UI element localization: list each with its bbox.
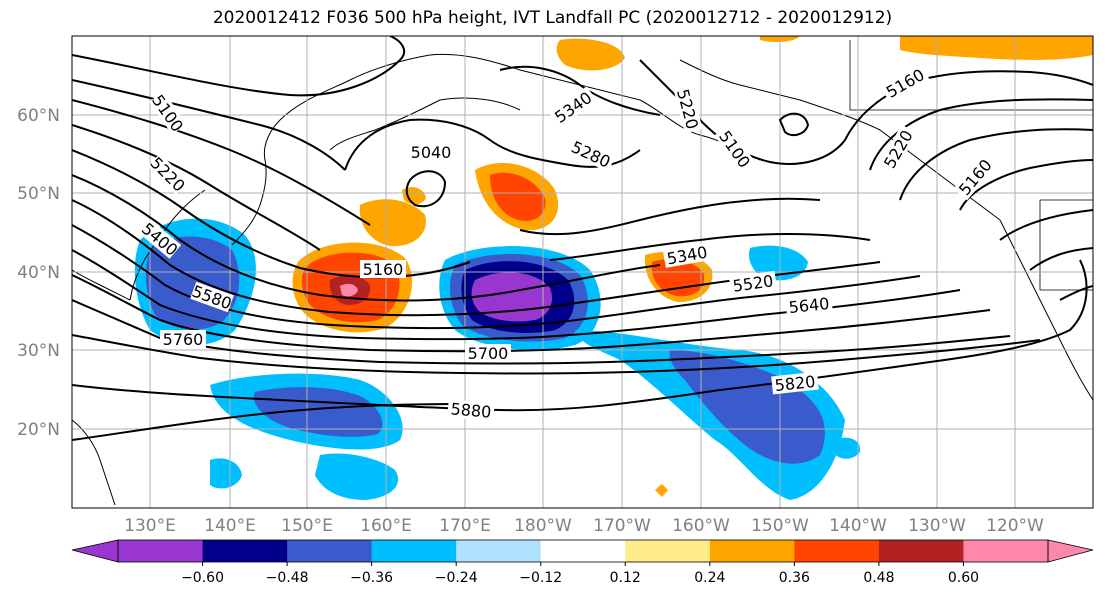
contour-label: 5640 [788, 294, 830, 317]
longitude-labels: 130°E 140°E 150°E 160°E 170°E 180°W 170°… [124, 516, 1044, 536]
colorbar-segment [878, 540, 964, 562]
colorbar-tick-label: 0.24 [694, 570, 725, 586]
colorbar-high-extend [1047, 539, 1094, 563]
colorbar-tick-label: −0.12 [519, 570, 562, 586]
contour-label: 5160 [363, 260, 404, 279]
lon-label: 130°W [908, 516, 966, 536]
colorbar-segment [202, 540, 288, 562]
contour-label: 5700 [468, 344, 509, 363]
contour-label: 5520 [732, 271, 775, 295]
lat-label: 40°N [17, 263, 60, 283]
lon-label: 130°E [124, 516, 176, 536]
contour-label: 5880 [450, 399, 492, 421]
colorbar-segment [456, 540, 542, 562]
colorbar-segment [963, 540, 1049, 562]
lon-label: 160°E [360, 516, 412, 536]
lat-label: 50°N [17, 184, 60, 204]
lat-label: 60°N [17, 106, 60, 126]
lat-label: 30°N [17, 341, 60, 361]
colorbar-tick-label: 0.48 [863, 570, 894, 586]
colorbar-tick-label: −0.60 [181, 570, 224, 586]
latitude-labels: 60°N 50°N 40°N 30°N 20°N [17, 106, 60, 440]
colorbar-tick-label: −0.24 [435, 570, 478, 586]
lon-label: 150°W [751, 516, 809, 536]
contour-label: 5100 [148, 91, 187, 135]
lon-label: 170°E [439, 516, 491, 536]
colorbar-segment [794, 540, 880, 562]
lat-label: 20°N [17, 420, 60, 440]
height-contours [72, 36, 1093, 441]
lon-label: 180°W [514, 516, 572, 536]
coastlines [72, 40, 1093, 506]
contour-label: 5040 [411, 143, 452, 162]
lon-label: 120°W [986, 516, 1044, 536]
lon-label: 170°W [593, 516, 651, 536]
lon-label: 150°E [281, 516, 333, 536]
colorbar-segment [118, 540, 204, 562]
colorbar-segment [709, 540, 795, 562]
map-title: 2020012412 F036 500 hPa height, IVT Land… [212, 8, 893, 28]
colorbar-segment [287, 540, 373, 562]
colorbar-tick-label: −0.48 [266, 570, 309, 586]
contour-label: 5820 [774, 372, 816, 395]
contour-label: 5760 [163, 330, 204, 349]
colorbar-segment [625, 540, 711, 562]
colorbar-tick-label: −0.36 [350, 570, 393, 586]
colorbar-segment [371, 540, 457, 562]
colorbar: −0.60 −0.48 −0.36 −0.24 −0.12 0.12 0.24 0.36 0.4… [71, 539, 1094, 586]
colorbar-tick-label: 0.12 [610, 570, 641, 586]
contour-label: 5160 [883, 65, 928, 102]
colorbar-low-extend [71, 539, 119, 563]
contour-labels: 5100 5220 5400 5580 5760 5160 5040 5340 … [138, 63, 997, 422]
map-content: 5100 5220 5400 5580 5760 5160 5040 5340 … [72, 36, 1093, 508]
colorbar-tick-label: 0.36 [779, 570, 810, 586]
lon-label: 160°W [672, 516, 730, 536]
map-frame [71, 35, 1094, 509]
lon-label: 140°E [204, 516, 256, 536]
lon-label: 140°W [829, 516, 887, 536]
colorbar-segment [540, 540, 626, 562]
colorbar-tick-label: 0.60 [948, 570, 979, 586]
